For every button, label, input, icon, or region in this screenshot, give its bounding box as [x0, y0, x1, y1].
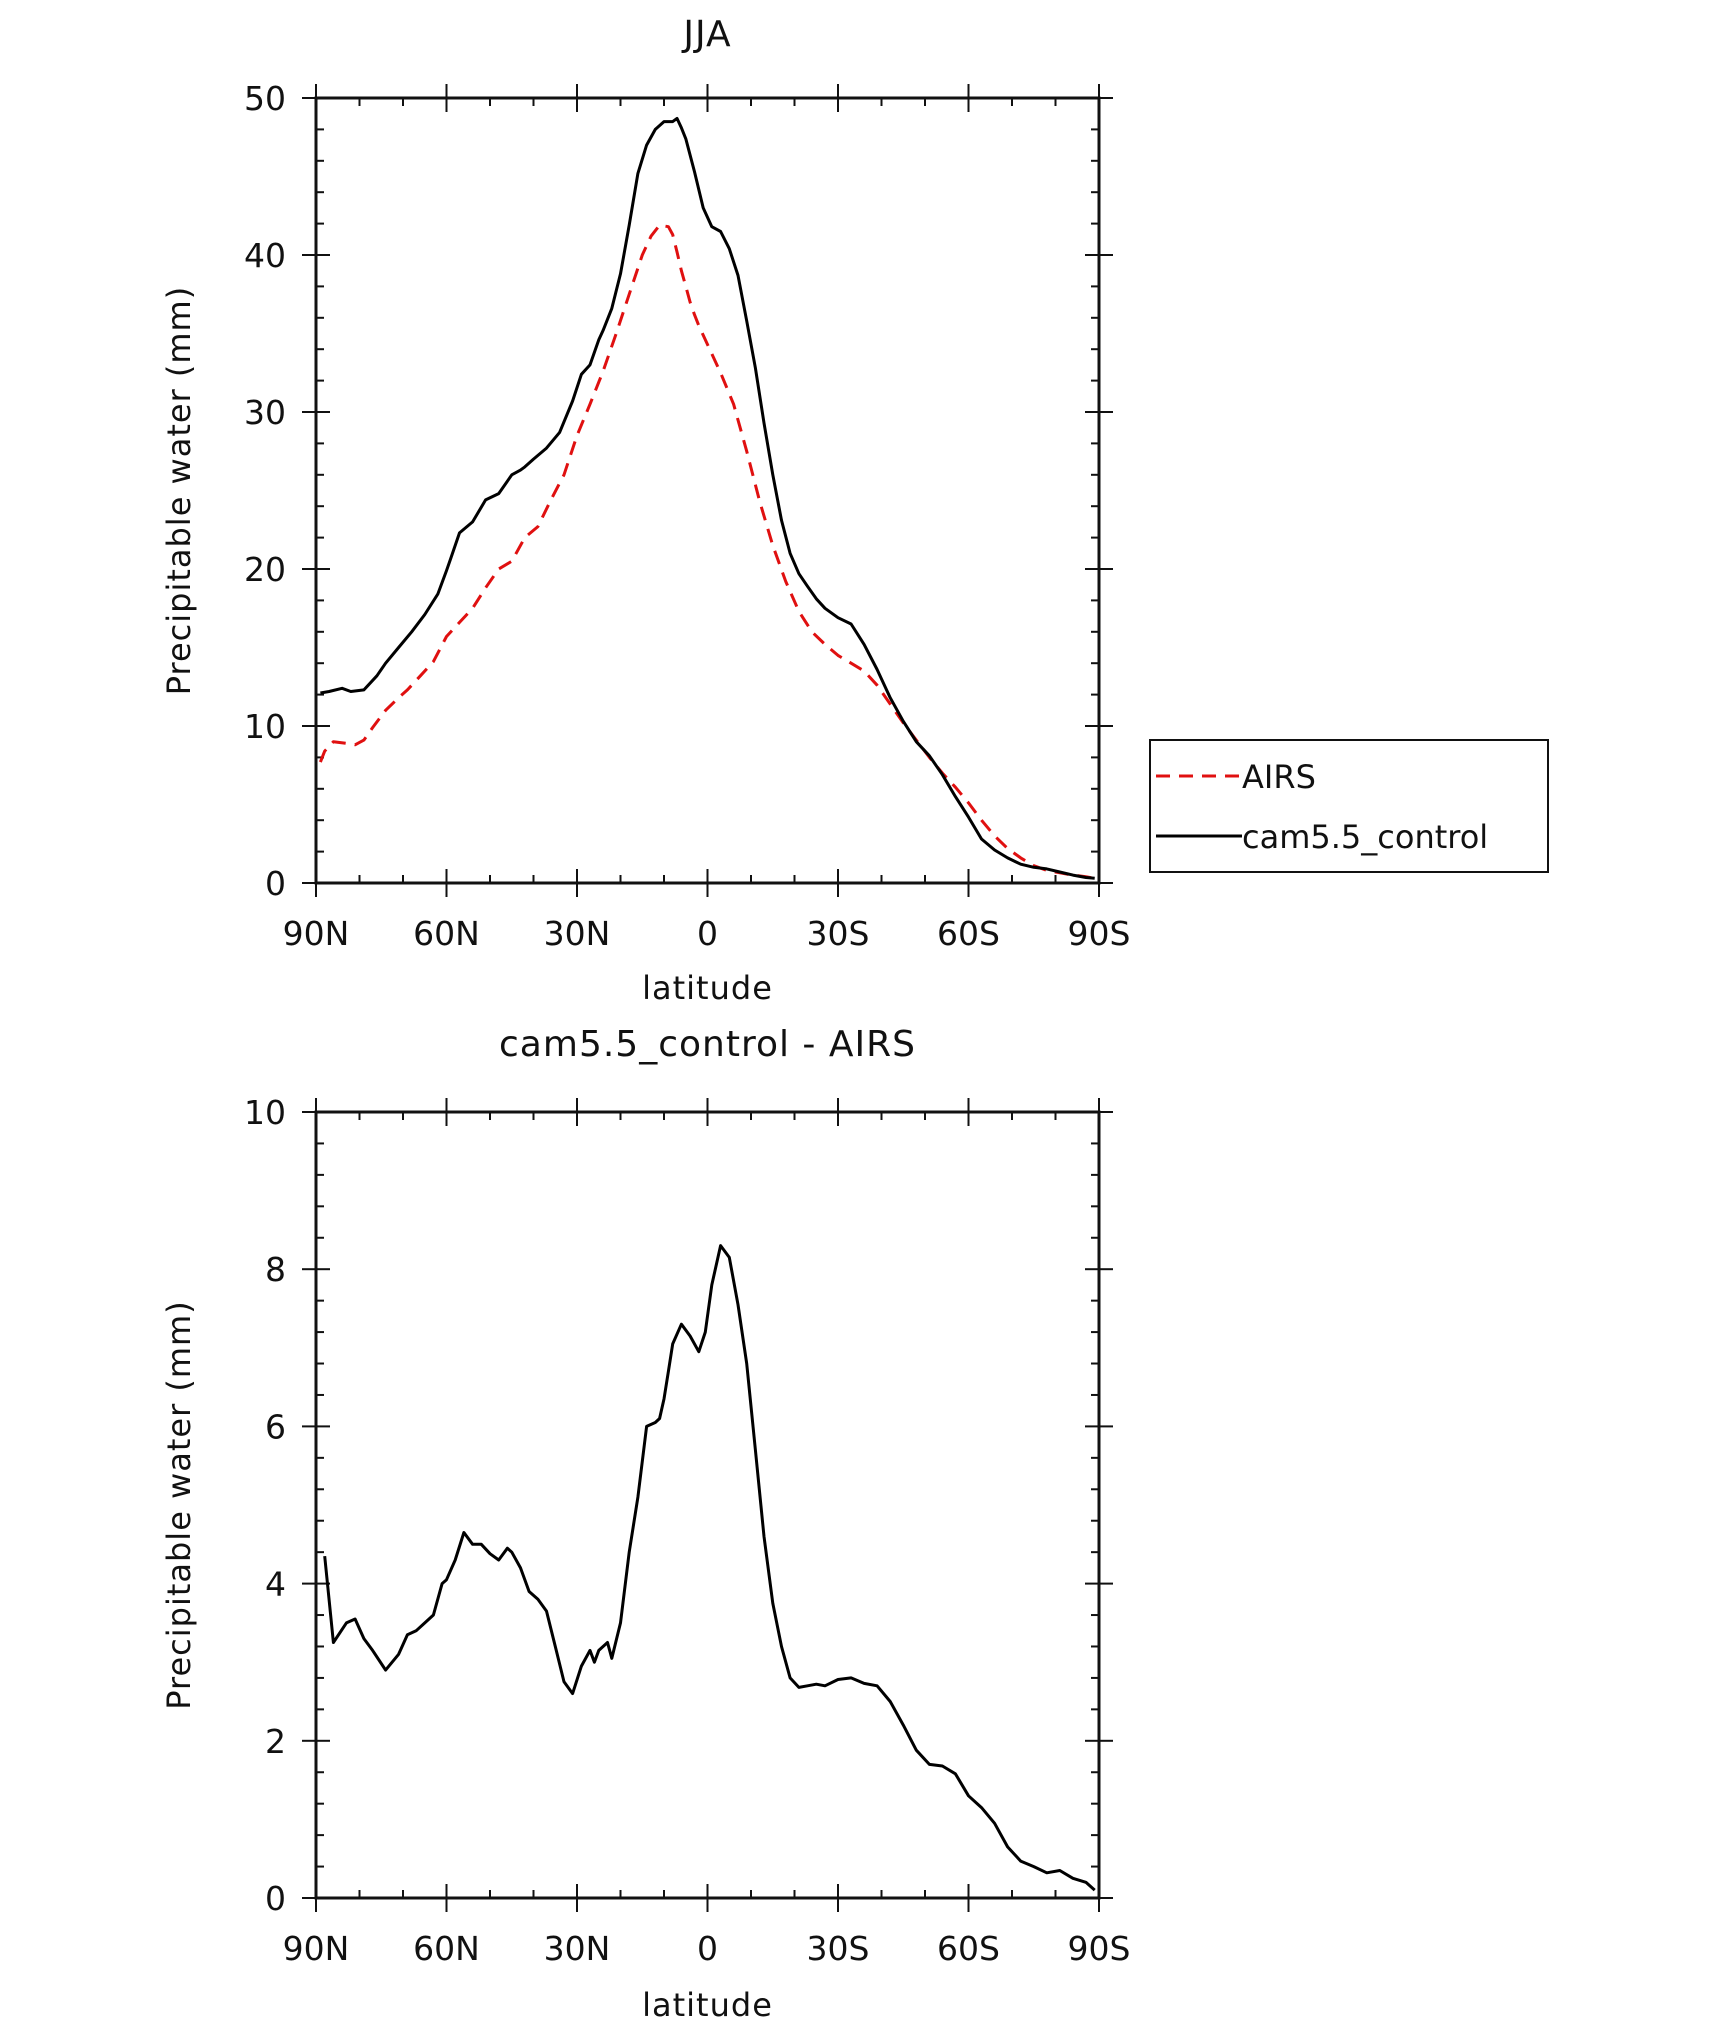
- y-tick-label: 50: [244, 79, 286, 118]
- y-tick-label: 6: [265, 1407, 286, 1446]
- chart-title: cam5.5_control - AIRS: [499, 1024, 916, 1065]
- y-tick-label: 8: [265, 1250, 286, 1289]
- x-tick-label: 90S: [1068, 914, 1131, 953]
- x-tick-label: 30N: [544, 1929, 611, 1968]
- y-tick-label: 40: [244, 236, 286, 275]
- y-tick-label: 0: [265, 1879, 286, 1918]
- legend-entry: AIRS: [1242, 758, 1316, 796]
- x-tick-label: 60S: [937, 1929, 1000, 1968]
- y-tick-label: 30: [244, 393, 286, 432]
- x-tick-label: 30S: [807, 914, 870, 953]
- chart-jja: JJA 0 10 20 30 40 50 90N 60N 30N 0 30S 60S 90S latitud…: [160, 14, 1549, 1007]
- x-tick-label: 30S: [807, 1929, 870, 1968]
- y-axis-label: Precipitable water (mm): [160, 286, 198, 695]
- legend-box: [1149, 739, 1549, 873]
- chart-difference: cam5.5_control - AIRS 0 2 4 6 8 10 90N 60N 30N 0 30…: [160, 1024, 1131, 2024]
- series-line-cam5-5-control-airs: [323, 1244, 1096, 1892]
- y-tick-label: 2: [265, 1722, 286, 1761]
- x-axis-label: latitude: [642, 969, 773, 1007]
- legend-entry: cam5.5_control: [1242, 818, 1488, 856]
- x-tick-label: 60S: [937, 914, 1000, 953]
- x-tick-label: 0: [697, 914, 718, 953]
- x-tick-label: 60N: [413, 1929, 480, 1968]
- x-tick-label: 30N: [544, 914, 611, 953]
- x-axis-label: latitude: [642, 1986, 773, 2021]
- series-line-cam5-5-control: [320, 116, 1095, 880]
- y-axis-label: Precipitable water (mm): [160, 1300, 198, 1709]
- x-tick-label: 0: [697, 1929, 718, 1968]
- plot-frame: [314, 1110, 1101, 1900]
- x-tick-label: 90N: [283, 1929, 350, 1968]
- y-tick-label: 20: [244, 550, 286, 589]
- y-tick-label: 10: [244, 707, 286, 746]
- y-tick-label: 10: [244, 1093, 286, 1132]
- chart-title: JJA: [681, 14, 731, 55]
- series-line-airs: [319, 223, 1095, 880]
- y-tick-label: 0: [265, 864, 286, 903]
- x-tick-label: 90N: [283, 914, 350, 953]
- y-tick-label: 4: [265, 1565, 286, 1604]
- x-tick-label: 90S: [1068, 1929, 1131, 1968]
- x-tick-label: 60N: [413, 914, 480, 953]
